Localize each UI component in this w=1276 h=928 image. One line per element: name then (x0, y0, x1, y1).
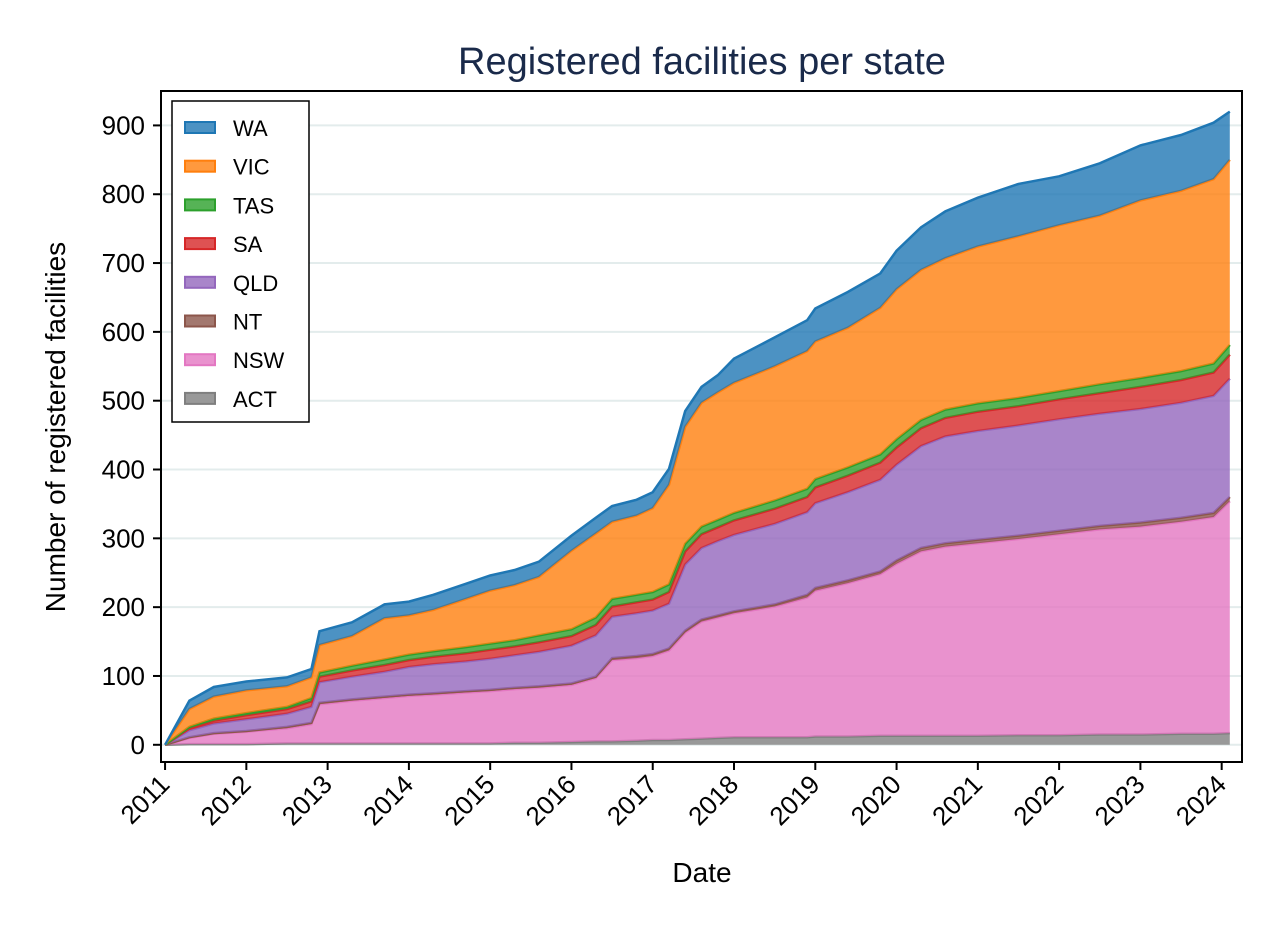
legend-swatch-tas (184, 198, 216, 212)
legend: WA VIC TAS SA QLD NT NSW ACT (171, 100, 310, 423)
x-tick-label-2013: 2013 (276, 769, 338, 831)
legend-swatch-act (184, 391, 216, 405)
y-tick-label-800: 800 (102, 179, 145, 209)
x-tick-label-2020: 2020 (845, 769, 907, 831)
legend-swatch-nsw (184, 353, 216, 367)
legend-swatch-qld (184, 275, 216, 289)
x-tick-label-2023: 2023 (1089, 769, 1151, 831)
plot-frame (160, 90, 1243, 763)
x-tick-label-2021: 2021 (926, 769, 988, 831)
x-tick-label-2018: 2018 (682, 769, 744, 831)
x-tick-label-2024: 2024 (1170, 769, 1232, 831)
area-series-group (164, 110, 1231, 747)
y-tick-label-900: 900 (102, 110, 145, 140)
legend-swatch-nt (184, 314, 216, 328)
y-tick-label-300: 300 (102, 523, 145, 553)
area-sa (165, 354, 1230, 745)
y-tick-label-600: 600 (102, 317, 145, 347)
legend-label-act: ACT (233, 387, 277, 412)
legend-box (171, 100, 310, 423)
x-tick-label-2017: 2017 (601, 769, 663, 831)
x-tick-label-2019: 2019 (763, 769, 825, 831)
x-tick-label-2011: 2011 (115, 769, 176, 830)
y-tick-label-0: 0 (131, 730, 145, 760)
y-tick-label-400: 400 (102, 455, 145, 485)
x-tick-label-2014: 2014 (357, 769, 419, 831)
x-axis-label: Date (672, 857, 731, 888)
area-wa (165, 111, 1230, 745)
x-tick-label-2016: 2016 (520, 769, 582, 831)
area-vic (165, 159, 1230, 745)
legend-label-wa: WA (233, 116, 268, 141)
area-tas (165, 344, 1230, 745)
legend-label-qld: QLD (233, 271, 278, 296)
y-tick-label-200: 200 (102, 592, 145, 622)
legend-label-vic: VIC (233, 155, 270, 180)
area-edge-wa (164, 110, 1231, 746)
x-tick-label-2022: 2022 (1007, 769, 1069, 831)
legend-swatch-sa (184, 237, 216, 251)
area-qld (165, 378, 1230, 745)
legend-swatch-vic (184, 159, 216, 173)
legend-label-sa: SA (233, 232, 263, 257)
y-tick-label-700: 700 (102, 248, 145, 278)
y-axis: 0 100 200 300 400 500 600 700 800 900 (102, 110, 161, 760)
x-axis: 2011 2012 2013 2014 2015 2016 2017 2018 2019 2020… (115, 762, 1232, 831)
y-tick-label-100: 100 (102, 661, 145, 691)
legend-label-nt: NT (233, 310, 262, 335)
y-axis-label: Number of registered facilities (40, 242, 71, 612)
legend-label-tas: TAS (233, 193, 274, 218)
x-tick-label-2015: 2015 (438, 769, 500, 831)
legend-swatch-wa (184, 121, 216, 134)
chart-title: Registered facilities per state (458, 41, 946, 83)
y-tick-label-500: 500 (102, 386, 145, 416)
legend-label-nsw: NSW (233, 348, 285, 373)
x-tick-label-2012: 2012 (194, 769, 256, 831)
area-nsw (165, 501, 1230, 745)
